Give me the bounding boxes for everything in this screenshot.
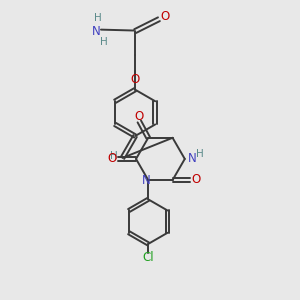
Text: O: O bbox=[160, 10, 170, 23]
Text: O: O bbox=[134, 110, 143, 123]
Text: H: H bbox=[196, 148, 203, 159]
Text: H: H bbox=[100, 37, 108, 46]
Text: H: H bbox=[94, 13, 102, 23]
Text: H: H bbox=[110, 151, 118, 160]
Text: N: N bbox=[92, 25, 101, 38]
Text: N: N bbox=[142, 174, 151, 187]
Text: O: O bbox=[108, 152, 117, 164]
Text: N: N bbox=[188, 152, 197, 165]
Text: Cl: Cl bbox=[142, 251, 154, 264]
Text: O: O bbox=[130, 73, 140, 86]
Text: O: O bbox=[192, 172, 201, 186]
